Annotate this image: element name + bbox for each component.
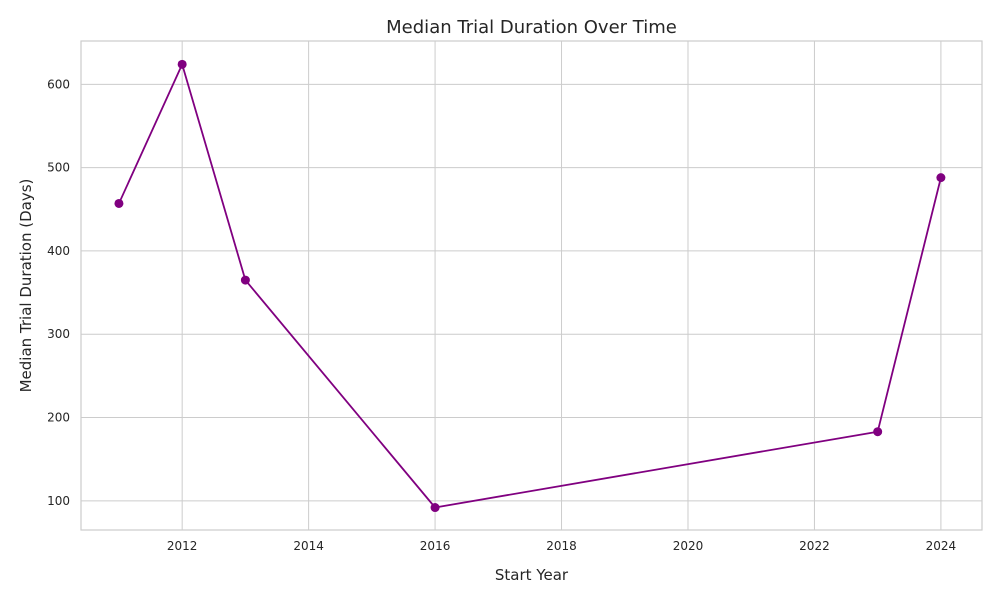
y-tick-labels: 100 200 300 400 500 600: [47, 77, 70, 508]
plot-frame: [80, 40, 983, 531]
x-tick-label: 2016: [420, 539, 451, 553]
x-axis-label: Start Year: [495, 566, 569, 584]
series-layer: [114, 59, 946, 513]
y-tick-label: 100: [47, 494, 70, 508]
x-tick-label: 2012: [167, 539, 198, 553]
data-point: [936, 173, 946, 183]
chart-title: Median Trial Duration Over Time: [386, 17, 677, 38]
y-tick-label: 600: [47, 77, 70, 91]
x-tick-label: 2014: [293, 539, 324, 553]
x-tick-label: 2024: [926, 539, 957, 553]
y-axis-label: Median Trial Duration (Days): [17, 179, 35, 393]
data-point: [240, 275, 250, 285]
y-tick-label: 200: [47, 411, 70, 425]
y-tick-label: 300: [47, 327, 70, 341]
x-tick-labels: 2012 2014 2016 2018 2020 2022 2024: [167, 539, 956, 553]
data-point: [114, 198, 124, 208]
series-line: [118, 63, 942, 509]
data-point: [873, 427, 883, 437]
y-tick-label: 500: [47, 161, 70, 175]
data-point: [177, 59, 187, 69]
x-tick-label: 2018: [546, 539, 577, 553]
y-tick-label: 400: [47, 244, 70, 258]
x-gridlines: [181, 41, 942, 530]
data-point: [430, 503, 440, 513]
x-tick-label: 2022: [799, 539, 830, 553]
y-gridlines: [81, 83, 982, 502]
x-tick-label: 2020: [673, 539, 704, 553]
